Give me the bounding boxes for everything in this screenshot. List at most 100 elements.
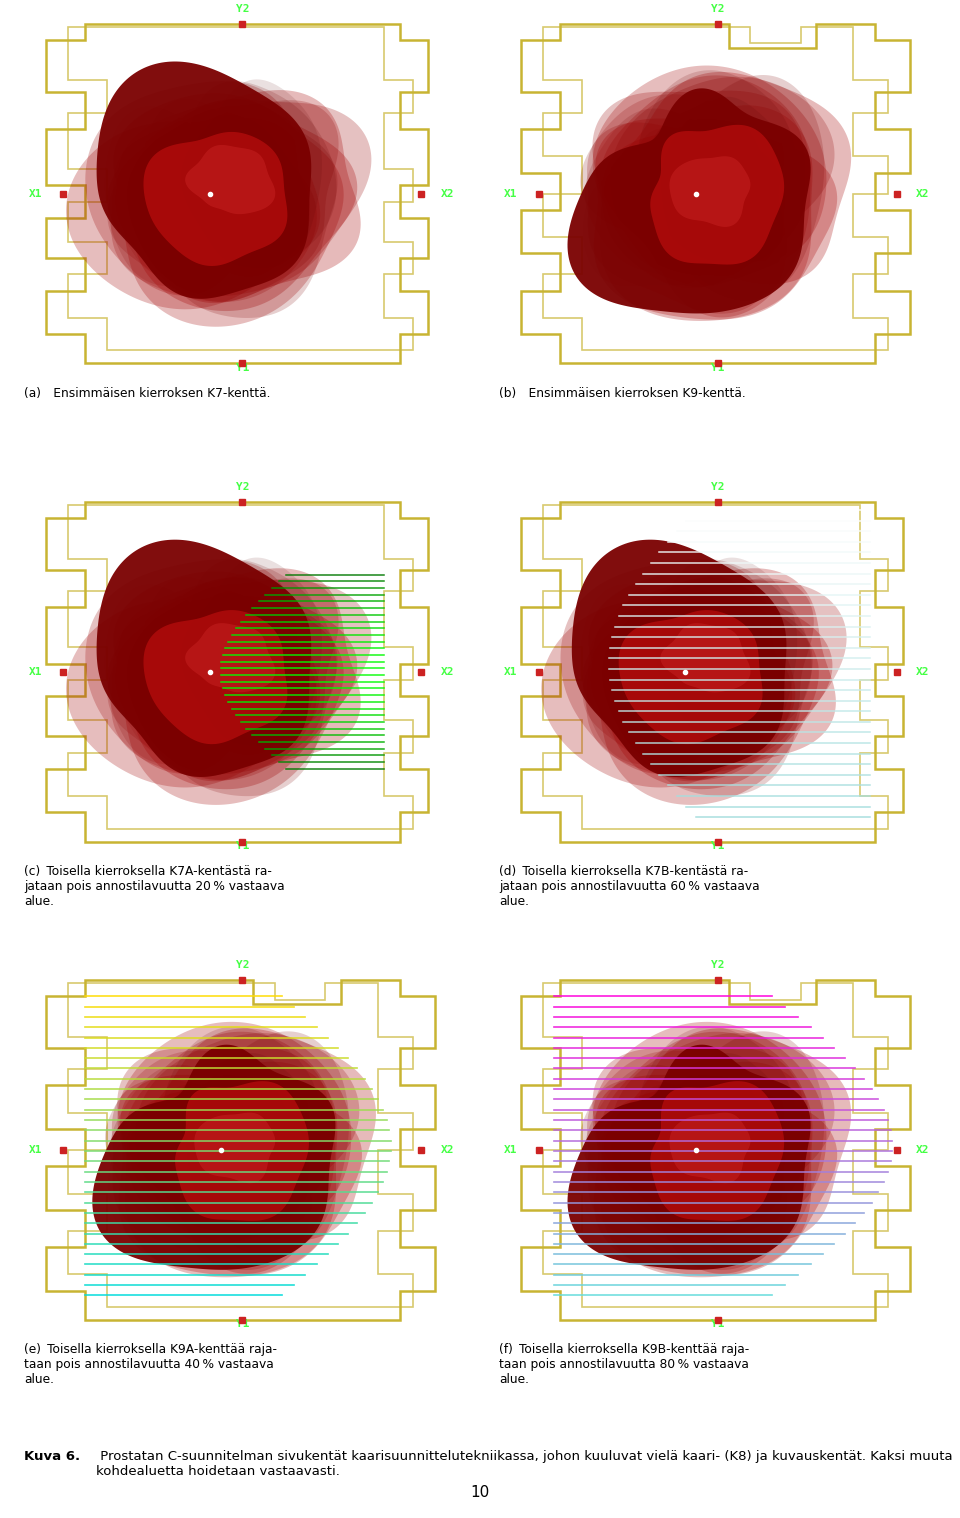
- Polygon shape: [611, 1034, 834, 1233]
- Text: X2: X2: [916, 188, 929, 199]
- Polygon shape: [567, 1044, 810, 1269]
- Text: Y1: Y1: [235, 363, 250, 373]
- Text: X1: X1: [29, 188, 42, 199]
- Polygon shape: [669, 156, 751, 226]
- Text: X2: X2: [441, 666, 454, 677]
- Polygon shape: [585, 108, 738, 285]
- Polygon shape: [97, 540, 311, 777]
- Text: Y1: Y1: [235, 1319, 250, 1330]
- Text: Y2: Y2: [710, 5, 725, 14]
- Polygon shape: [143, 610, 287, 744]
- Polygon shape: [108, 90, 361, 304]
- Polygon shape: [128, 99, 372, 296]
- Polygon shape: [583, 1085, 725, 1243]
- Polygon shape: [603, 577, 847, 774]
- Polygon shape: [580, 1050, 782, 1224]
- Polygon shape: [567, 88, 810, 313]
- Polygon shape: [541, 597, 795, 788]
- Polygon shape: [125, 1061, 337, 1277]
- Polygon shape: [111, 111, 317, 302]
- Text: (c) Toisella kierroksella K7A-kentästä ra-
jataan pois annostilavuutta 20 % vast: (c) Toisella kierroksella K7A-kentästä r…: [24, 865, 284, 908]
- Polygon shape: [588, 123, 784, 314]
- Polygon shape: [175, 1031, 349, 1254]
- Text: X2: X2: [441, 1145, 454, 1155]
- Text: X1: X1: [504, 188, 517, 199]
- Polygon shape: [637, 1026, 803, 1217]
- Polygon shape: [159, 583, 338, 795]
- Polygon shape: [162, 1026, 327, 1217]
- Text: Kuva 6.: Kuva 6.: [24, 1450, 80, 1463]
- Polygon shape: [112, 1079, 309, 1271]
- Polygon shape: [661, 1053, 786, 1257]
- Polygon shape: [186, 1053, 311, 1257]
- Polygon shape: [194, 1113, 276, 1183]
- Polygon shape: [104, 106, 228, 276]
- Polygon shape: [168, 559, 336, 754]
- Polygon shape: [117, 577, 344, 805]
- Polygon shape: [168, 80, 336, 276]
- Polygon shape: [583, 129, 725, 287]
- Polygon shape: [579, 584, 704, 754]
- Polygon shape: [650, 124, 784, 264]
- Polygon shape: [105, 1050, 307, 1224]
- Text: X1: X1: [504, 1145, 517, 1155]
- Polygon shape: [657, 557, 797, 747]
- Polygon shape: [588, 571, 832, 789]
- Polygon shape: [115, 578, 339, 780]
- Text: Y1: Y1: [235, 841, 250, 852]
- Text: X1: X1: [29, 666, 42, 677]
- Polygon shape: [128, 577, 372, 774]
- Text: (e) Toisella kierroksella K9A-kenttää raja-
taan pois annostilavuutta 40 % vasta: (e) Toisella kierroksella K9A-kenttää ra…: [24, 1343, 277, 1386]
- Polygon shape: [635, 583, 813, 795]
- Polygon shape: [600, 76, 810, 317]
- Polygon shape: [117, 99, 344, 326]
- Polygon shape: [109, 1064, 263, 1242]
- Text: Y1: Y1: [710, 363, 725, 373]
- Polygon shape: [85, 80, 302, 296]
- Polygon shape: [580, 94, 782, 267]
- Text: Y2: Y2: [235, 483, 250, 492]
- Polygon shape: [108, 1085, 250, 1243]
- Polygon shape: [604, 1028, 852, 1240]
- Text: Y1: Y1: [710, 841, 725, 852]
- Polygon shape: [66, 597, 320, 788]
- Polygon shape: [592, 1047, 805, 1245]
- Polygon shape: [584, 577, 738, 765]
- Text: X2: X2: [916, 1145, 929, 1155]
- Polygon shape: [108, 577, 263, 765]
- Polygon shape: [66, 118, 320, 310]
- Polygon shape: [115, 100, 339, 302]
- Text: X1: X1: [504, 666, 517, 677]
- Polygon shape: [588, 1079, 784, 1271]
- Polygon shape: [583, 568, 836, 782]
- Text: (b) Ensimmäisen kierroksen K9-kenttä.: (b) Ensimmäisen kierroksen K9-kenttä.: [499, 387, 746, 401]
- Polygon shape: [594, 118, 837, 320]
- Text: (a) Ensimmäisen kierroksen K7-kenttä.: (a) Ensimmäisen kierroksen K7-kenttä.: [24, 387, 271, 401]
- Polygon shape: [108, 594, 310, 776]
- Polygon shape: [592, 1022, 827, 1243]
- Polygon shape: [104, 584, 228, 754]
- Polygon shape: [108, 99, 263, 287]
- Polygon shape: [561, 559, 778, 774]
- Polygon shape: [185, 146, 276, 214]
- Polygon shape: [611, 77, 834, 276]
- Polygon shape: [175, 1081, 309, 1220]
- Text: 10: 10: [470, 1485, 490, 1500]
- Text: X1: X1: [29, 1145, 42, 1155]
- Polygon shape: [113, 93, 357, 311]
- Polygon shape: [594, 1075, 837, 1277]
- Polygon shape: [590, 578, 814, 780]
- Polygon shape: [108, 115, 310, 298]
- Polygon shape: [618, 610, 762, 744]
- Text: Y2: Y2: [710, 483, 725, 492]
- Polygon shape: [159, 105, 338, 317]
- Text: X2: X2: [441, 188, 454, 199]
- Polygon shape: [643, 559, 811, 754]
- Polygon shape: [111, 589, 317, 780]
- Polygon shape: [113, 571, 357, 789]
- Text: (d) Toisella kierroksella K7B-kentästä ra-
jataan pois annostilavuutta 60 % vast: (d) Toisella kierroksella K7B-kentästä r…: [499, 865, 759, 908]
- Polygon shape: [92, 1044, 335, 1269]
- Polygon shape: [592, 65, 827, 287]
- Polygon shape: [185, 624, 276, 692]
- Polygon shape: [129, 1028, 376, 1240]
